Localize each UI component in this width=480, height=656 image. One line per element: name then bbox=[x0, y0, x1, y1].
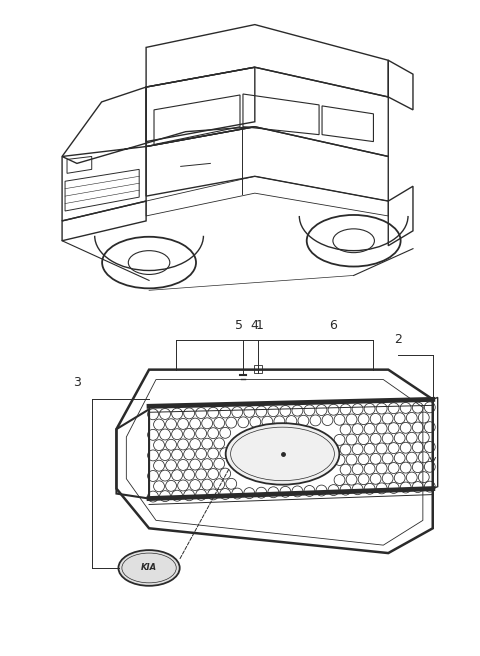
Bar bbox=[254, 365, 262, 373]
Text: KIA: KIA bbox=[141, 564, 157, 573]
Text: 1: 1 bbox=[256, 319, 264, 332]
Text: 5: 5 bbox=[235, 319, 243, 332]
Text: 6: 6 bbox=[329, 319, 337, 332]
Ellipse shape bbox=[226, 423, 339, 485]
Text: 3: 3 bbox=[73, 377, 81, 390]
Text: 2: 2 bbox=[394, 333, 402, 346]
Ellipse shape bbox=[119, 550, 180, 586]
Text: 4: 4 bbox=[250, 319, 258, 332]
